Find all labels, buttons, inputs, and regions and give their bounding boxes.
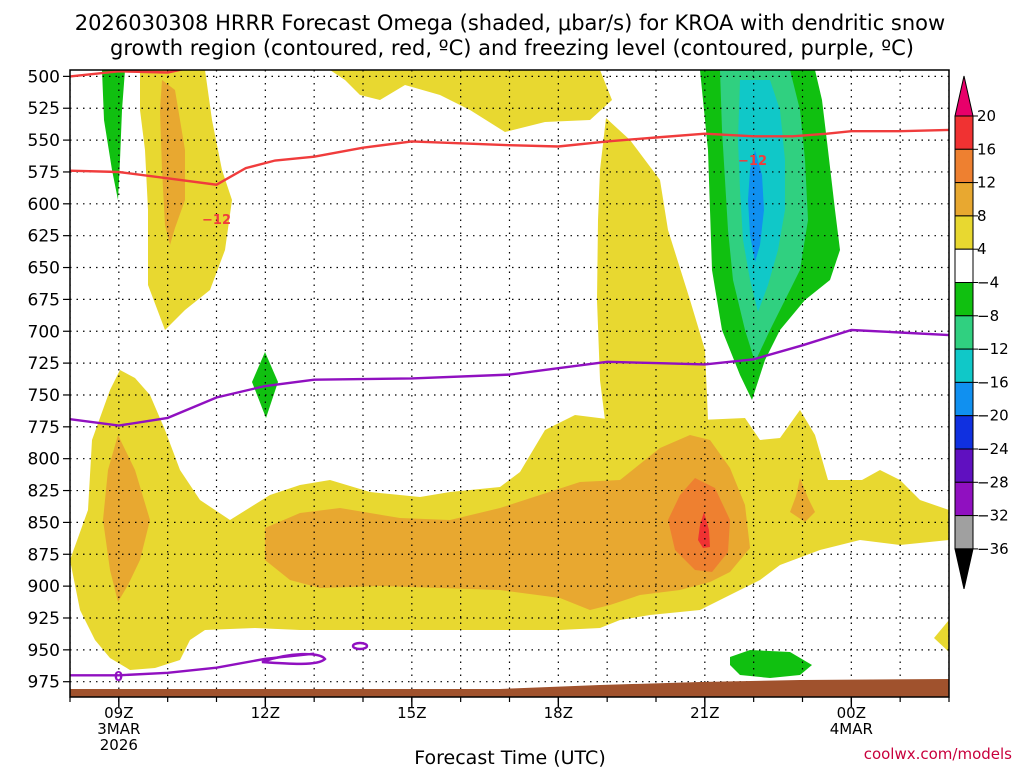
colorbar-label: −28 — [977, 473, 1009, 491]
colorbar-segment — [954, 182, 974, 217]
colorbar-label: −4 — [977, 274, 999, 292]
colorbar-label: 20 — [977, 107, 996, 125]
omega-orange-upper-west — [160, 80, 185, 245]
colorbar-segment — [954, 381, 974, 417]
x-tick-date-label: 4MAR — [830, 720, 873, 738]
colorbar-label: 8 — [977, 207, 987, 225]
freezing-contour-label: 0 — [114, 670, 123, 685]
colorbar-label: −8 — [977, 307, 999, 325]
omega-yellow-corner-sliver — [934, 620, 949, 652]
freezing-loop-contour — [261, 652, 327, 666]
dgz-contour-label-west: −12 — [202, 213, 231, 228]
y-tick-label: 600 — [28, 195, 60, 215]
x-tick-year-label: 2026 — [100, 736, 138, 754]
colorbar-label: −32 — [977, 507, 1009, 525]
x-tick-label: 00Z — [837, 704, 866, 722]
y-tick-label: 750 — [28, 386, 60, 406]
credit-text: coolwx.com/models — [864, 745, 1012, 763]
dgz-minus12-contour — [70, 128, 949, 186]
y-tick-label: 500 — [28, 67, 60, 87]
colorbar-label: 12 — [977, 174, 996, 192]
grid-lines — [70, 70, 949, 697]
y-tick-label: 575 — [28, 163, 60, 183]
x-tick-date-label: 3MAR — [97, 720, 140, 738]
y-tick-label: 650 — [28, 259, 60, 279]
dgz-top-contour — [70, 70, 186, 78]
colorbar-segment — [954, 215, 974, 250]
omega-yellow-vertical-band — [597, 118, 708, 430]
y-tick-label: 875 — [28, 545, 60, 565]
freezing-level-contour — [70, 328, 949, 427]
plot-area: −12 −12 0 — [70, 70, 949, 697]
y-tick-label: 800 — [28, 450, 60, 470]
x-tick-label: 09Z — [104, 704, 133, 722]
colorbar-segment — [954, 282, 974, 317]
omega-orange-lowlevel-band — [265, 435, 750, 610]
omega-green-low-east — [730, 650, 812, 678]
colorbar-label: −36 — [977, 540, 1009, 558]
chart-title-line2: growth region (contoured, red, ºC) and f… — [110, 36, 914, 60]
colorbar-label: −24 — [977, 440, 1009, 458]
y-tick-label: 550 — [28, 131, 60, 151]
colorbar-segment — [954, 315, 974, 350]
freezing-small-loop-contour — [351, 641, 369, 651]
chart-title-line1: 2026030308 HRRR Forecast Omega (shaded, … — [75, 11, 945, 35]
omega-yellow-top-strip — [330, 70, 612, 132]
terrain-surface — [70, 679, 949, 697]
x-tick-label: 12Z — [251, 704, 280, 722]
y-tick-label: 975 — [28, 673, 60, 693]
x-tick-label: 15Z — [397, 704, 426, 722]
y-tick-label: 775 — [28, 418, 60, 438]
colorbar-segment — [954, 481, 974, 517]
y-tick-label: 525 — [28, 99, 60, 119]
omega-darkorange-core — [668, 478, 730, 572]
colorbar-segment — [954, 348, 974, 383]
x-tick-label: 21Z — [690, 704, 719, 722]
y-tick-label: 700 — [28, 322, 60, 342]
y-axis: 500 525 550 575 600 625 650 675 700 725 750 775 800 8… — [28, 67, 70, 693]
colorbar-segment — [954, 115, 974, 150]
y-tick-label: 825 — [28, 482, 60, 502]
y-tick-label: 675 — [28, 290, 60, 310]
colorbar: 20 16 12 8 4 −4 −8 −12 −16 −20 −24 −28 −32 −36 — [954, 75, 1009, 590]
y-tick-label: 850 — [28, 513, 60, 533]
colorbar-segment — [954, 415, 974, 450]
omega-orange-lowlevel-west — [103, 435, 150, 602]
colorbar-bottom-arrow — [954, 548, 974, 590]
omega-blue-core — [748, 150, 764, 262]
colorbar-segment — [954, 448, 974, 483]
x-axis-title: Forecast Time (UTC) — [414, 747, 605, 768]
x-tick-label: 18Z — [544, 704, 573, 722]
y-tick-label: 900 — [28, 577, 60, 597]
colorbar-label: 4 — [977, 240, 987, 258]
colorbar-label: 16 — [977, 140, 996, 158]
colorbar-label: −16 — [977, 373, 1009, 391]
y-tick-label: 925 — [28, 609, 60, 629]
omega-red-core — [698, 512, 710, 548]
y-tick-label: 625 — [28, 227, 60, 247]
dgz-contour-label-east: −12 — [738, 154, 767, 169]
y-tick-label: 950 — [28, 641, 60, 661]
colorbar-segment — [954, 515, 974, 550]
colorbar-label: −12 — [977, 340, 1009, 358]
colorbar-segment — [954, 148, 974, 184]
colorbar-top-arrow — [954, 75, 974, 117]
colorbar-label: −20 — [977, 407, 1009, 425]
colorbar-segment — [954, 248, 974, 283]
y-tick-label: 725 — [28, 354, 60, 374]
